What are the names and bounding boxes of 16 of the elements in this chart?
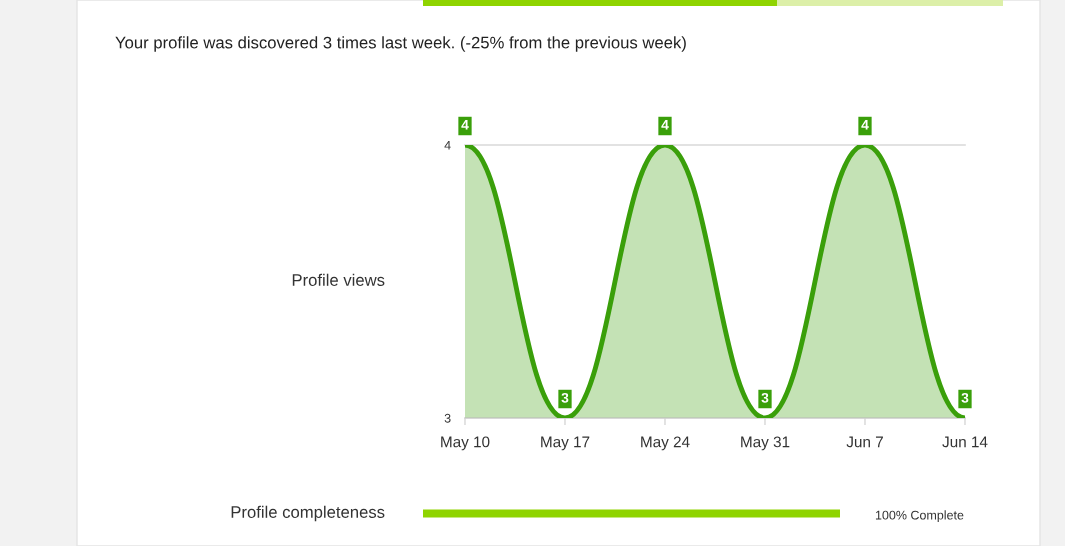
x-tick-label: Jun 14 — [942, 436, 988, 448]
data-label: 4 — [861, 120, 869, 130]
x-tick-label: Jun 7 — [846, 436, 883, 448]
data-label: 4 — [461, 120, 469, 130]
x-tick-label: May 10 — [441, 436, 490, 451]
data-label: 3 — [561, 392, 569, 403]
x-tick-label: May 31 — [741, 436, 790, 451]
y-axis-title: Profile views — [292, 273, 385, 286]
data-label: 3 — [961, 392, 969, 403]
text: Profile completeness — [231, 505, 385, 522]
text: 100% Complete — [875, 510, 964, 523]
data-label: 3 — [761, 392, 769, 403]
x-tick-label: May 17 — [541, 436, 590, 451]
x-tick-label: May 24 — [641, 436, 690, 451]
data-label: 4 — [661, 120, 669, 130]
chart-title: Your profile was discovered 3 times last week. (-25% from the previous week) — [115, 36, 686, 52]
